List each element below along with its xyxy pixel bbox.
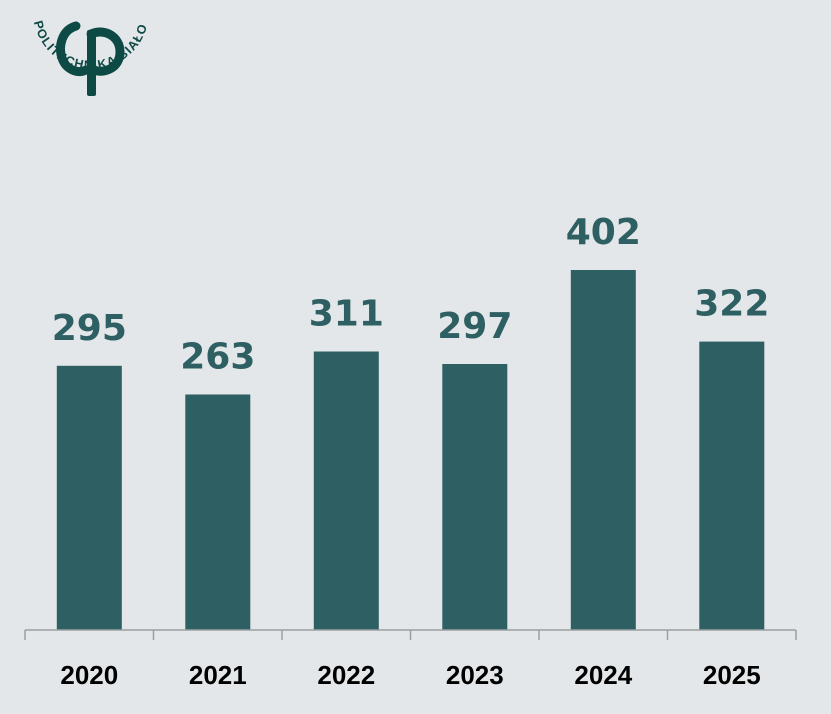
- data-label-2025: 322: [694, 284, 769, 325]
- university-logo: POLITECHNIKA BIAŁOSTOCKA: [0, 0, 150, 96]
- bar-2024: [570, 270, 636, 630]
- x-tick-label-2020: 2020: [60, 660, 118, 690]
- bar-2021: [185, 394, 251, 630]
- bar-2020: [56, 365, 122, 630]
- x-tick-label-2021: 2021: [189, 660, 247, 690]
- x-tick-label-2025: 2025: [703, 660, 761, 690]
- data-label-2021: 263: [180, 337, 255, 378]
- x-tick-label-2022: 2022: [317, 660, 375, 690]
- logo-text: POLITECHNIKA BIAŁOSTOCKA: [0, 0, 150, 72]
- data-label-2024: 402: [566, 212, 641, 253]
- plot-area: 295 263 311 297 402 322 2020 2021 2022 2023 2024 20…: [24, 212, 797, 690]
- data-label-2020: 295: [52, 308, 127, 349]
- bar-2025: [699, 341, 765, 630]
- bar-2023: [442, 364, 508, 630]
- bar-2022: [313, 351, 379, 630]
- x-tick-label-2024: 2024: [574, 660, 632, 690]
- data-label-2022: 311: [309, 294, 384, 335]
- logo-phi-icon: [56, 21, 125, 96]
- x-tick-label-2023: 2023: [446, 660, 504, 690]
- data-label-2023: 297: [437, 306, 512, 347]
